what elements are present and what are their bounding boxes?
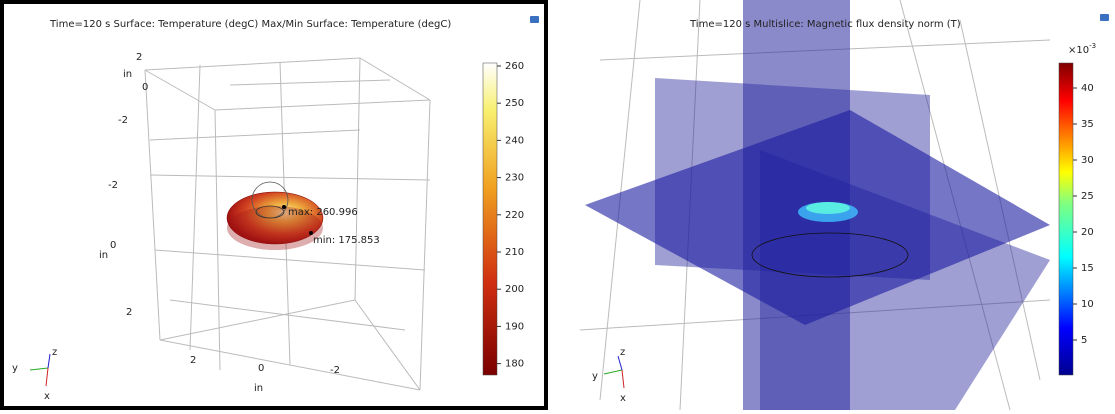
- axis-label: 2: [126, 307, 132, 318]
- colorbar-label: 40: [1081, 83, 1094, 94]
- colorbar-label: 10: [1081, 299, 1094, 310]
- plot-title: Time=120 s Multislice: Magnetic flux den…: [689, 19, 961, 30]
- export-icon[interactable]: [1100, 14, 1109, 21]
- axis-label: -2: [118, 115, 128, 126]
- colorbar-label: 220: [505, 210, 524, 221]
- axis-label: 2: [136, 52, 142, 63]
- colorbar: [1059, 63, 1073, 375]
- left-panel: Time=120 s Surface: Temperature (degC) M…: [2, 2, 546, 408]
- axis-label: 0: [258, 363, 264, 374]
- axis-label: in: [254, 383, 263, 394]
- multiplier-base: ×10: [1068, 45, 1089, 56]
- colorbar-label: 20: [1081, 227, 1094, 238]
- colorbar-label: 190: [505, 321, 524, 332]
- plot-title: Time=120 s Surface: Temperature (degC) M…: [49, 19, 451, 30]
- triad-label: x: [620, 393, 626, 404]
- max-label: max: 260.996: [288, 207, 358, 218]
- colorbar-label: 5: [1081, 335, 1087, 346]
- triad-label: x: [44, 391, 50, 402]
- export-icon[interactable]: [530, 16, 539, 23]
- screenshot: Time=120 s Surface: Temperature (degC) M…: [0, 0, 1115, 410]
- colorbar-label: 210: [505, 247, 524, 258]
- axis-label: -2: [330, 365, 340, 376]
- colorbar-label: 15: [1081, 263, 1094, 274]
- colorbar-label: 260: [505, 61, 524, 72]
- triad-label: y: [12, 363, 18, 374]
- axis-label: 0: [142, 82, 148, 93]
- colorbar-label: 230: [505, 173, 524, 184]
- axis-label: 2: [190, 355, 196, 366]
- colorbar-label: 25: [1081, 191, 1094, 202]
- axis-label: in: [99, 250, 108, 261]
- colorbar-label: 200: [505, 284, 524, 295]
- triad-label: y: [592, 371, 598, 382]
- colorbar-label: 35: [1081, 119, 1094, 130]
- triad-label: z: [52, 347, 57, 358]
- triad-label: z: [620, 347, 625, 358]
- axis-label: 0: [110, 240, 116, 251]
- min-label: min: 175.853: [313, 235, 380, 246]
- right-panel: Time=120 s Multislice: Magnetic flux den…: [578, 0, 1115, 410]
- colorbar-label: 250: [505, 98, 524, 109]
- colorbar-label: 30: [1081, 155, 1094, 166]
- axis-label: -2: [108, 180, 118, 191]
- colorbar: [483, 63, 497, 375]
- colorbar-label: 180: [505, 359, 524, 370]
- multiplier-exponent: -3: [1089, 42, 1096, 50]
- colorbar-label: 240: [505, 135, 524, 146]
- axis-label: in: [123, 69, 132, 80]
